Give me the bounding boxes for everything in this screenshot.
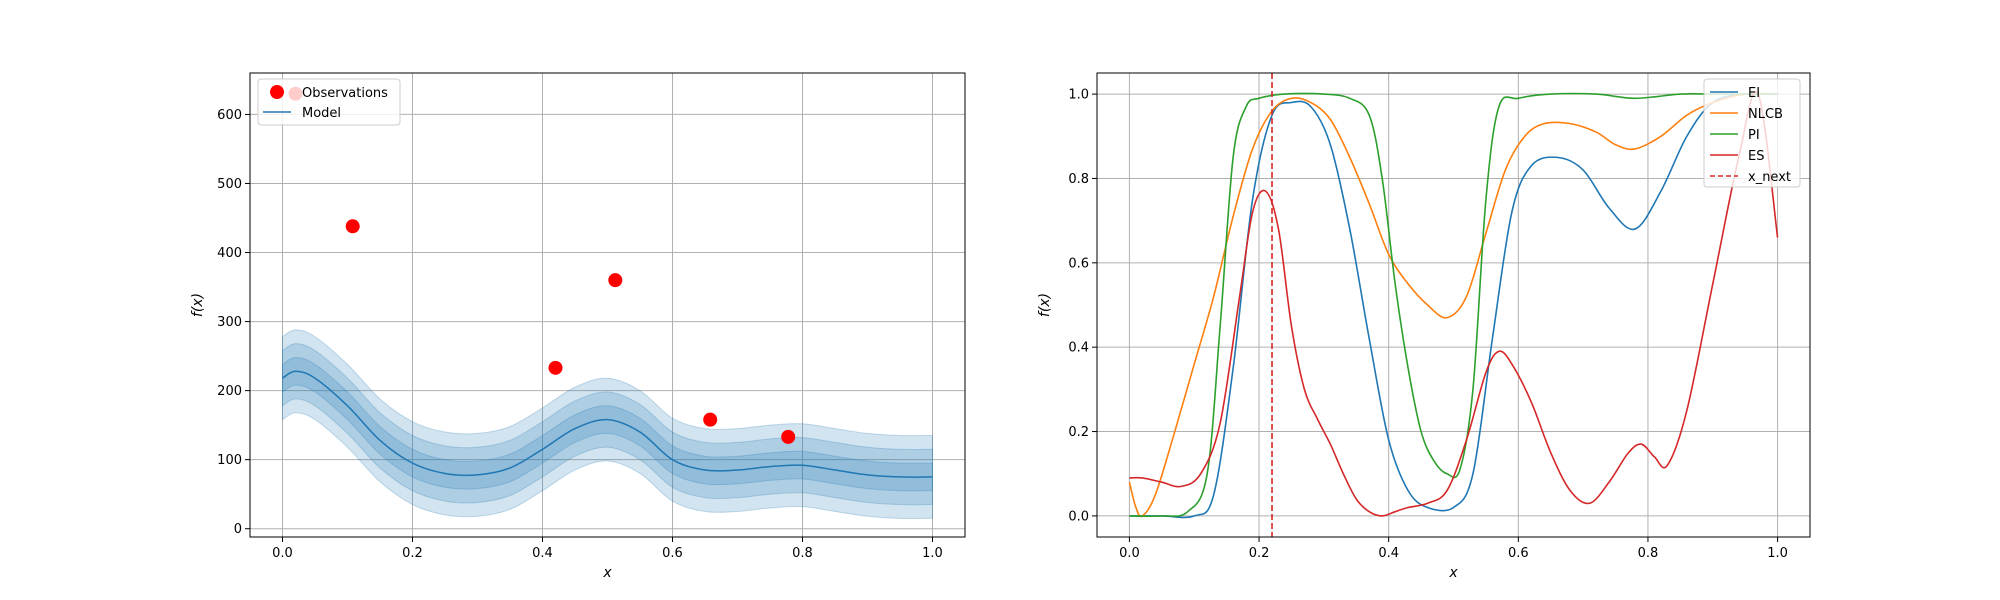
y-tick-label: 100	[217, 453, 242, 468]
y-tick-label: 600	[217, 108, 242, 123]
y-tick-label: 500	[217, 177, 242, 192]
left-chart-panel: 0.0 0.2 0.4 0.6 0.8 1.0 0 100 200 300 400 500 600 x f(…	[190, 72, 966, 581]
legend-nlcb-label: NLCB	[1748, 107, 1783, 122]
legend-box	[257, 78, 401, 126]
observation-point	[548, 360, 563, 375]
model-mean-line	[282, 370, 933, 478]
x-tick-label: 0.8	[792, 546, 813, 561]
plot-area	[1128, 73, 1779, 537]
x-tick-label: 0.2	[402, 546, 423, 561]
y-tick-label: 200	[217, 384, 242, 399]
legend-es-label: ES	[1748, 149, 1764, 164]
legend-observations-label: Observations	[302, 86, 388, 101]
observation-point	[703, 412, 718, 427]
x-tick-label: 0.8	[1638, 546, 1659, 561]
x-tick-label: 1.0	[922, 546, 943, 561]
x-tick-label: 0.0	[1119, 546, 1140, 561]
series-line-ei	[1129, 92, 1778, 519]
legend-observations-marker	[270, 85, 284, 99]
x-tick-label: 1.0	[1767, 546, 1788, 561]
legend-ei-label: EI	[1748, 86, 1760, 101]
axes-frame	[249, 72, 966, 538]
model-confidence-band	[282, 343, 933, 506]
observation-point	[608, 273, 623, 288]
observation-point	[781, 429, 796, 444]
x-tick-label: 0.2	[1249, 546, 1270, 561]
series-line-pi	[1129, 92, 1778, 518]
y-tick-label: 0.4	[1068, 341, 1089, 356]
axes-frame	[1096, 72, 1811, 538]
legend-box	[1703, 78, 1801, 188]
y-tick-label: 0.2	[1068, 425, 1089, 440]
series-line-nlcb	[1128, 92, 1778, 518]
x-axis-label: x	[602, 565, 612, 581]
y-tick-label: 400	[217, 246, 242, 261]
model-confidence-band	[282, 329, 933, 520]
series-line-es	[1129, 90, 1779, 517]
legend-pi-label: PI	[1748, 128, 1760, 143]
y-tick-label: 0.8	[1068, 172, 1089, 187]
y-axis-label: f(x)	[1037, 293, 1053, 317]
legend: EI NLCB PI ES x_next	[1703, 78, 1801, 188]
x-tick-label: 0.0	[272, 546, 293, 561]
x-tick-label: 0.6	[1508, 546, 1529, 561]
right-chart-panel: 0.0 0.2 0.4 0.6 0.8 1.0 0.0 0.2 0.4 0.6 0.8 1.0 x f(x…	[1037, 72, 1811, 581]
legend-model-label: Model	[302, 106, 341, 121]
x-tick-label: 0.4	[1378, 546, 1399, 561]
y-tick-label: 1.0	[1068, 88, 1089, 103]
observation-point	[345, 219, 360, 234]
x-axis-label: x	[1448, 565, 1458, 581]
x-tick-label: 0.4	[532, 546, 553, 561]
x-tick-label: 0.6	[662, 546, 683, 561]
y-axis-label: f(x)	[190, 293, 206, 317]
y-tick-label: 0	[234, 522, 242, 537]
legend-x_next-label: x_next	[1748, 170, 1791, 185]
legend: Observations Model	[257, 78, 401, 126]
model-confidence-band	[282, 356, 933, 492]
gridlines	[250, 73, 965, 537]
y-tick-label: 0.6	[1068, 256, 1089, 271]
y-tick-label: 300	[217, 315, 242, 330]
y-tick-label: 0.0	[1068, 509, 1089, 524]
